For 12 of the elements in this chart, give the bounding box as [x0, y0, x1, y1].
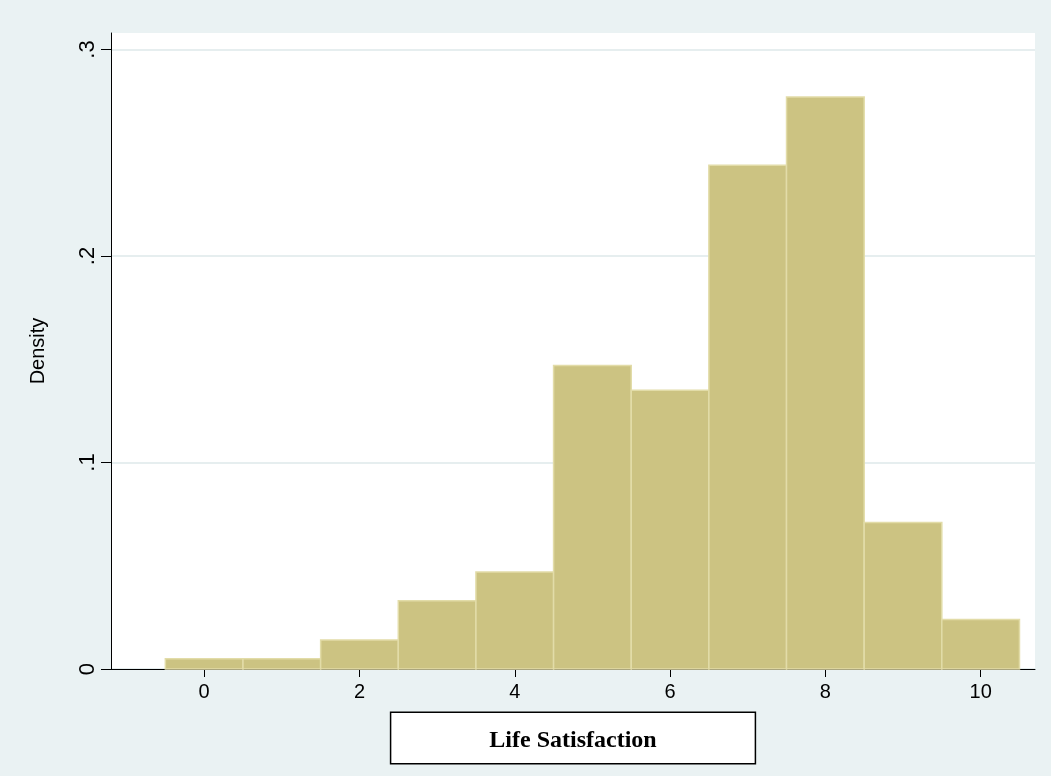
y-tick-label: .1 — [73, 453, 99, 472]
x-tick-label: 2 — [353, 680, 366, 702]
y-tick-label: 0 — [73, 662, 99, 676]
x-axis-title: Life Satisfaction — [489, 726, 657, 752]
x-tick-label: 10 — [969, 680, 992, 702]
y-axis-title: Density — [26, 317, 48, 385]
y-tick-label: .2 — [73, 246, 99, 266]
x-tick-label: 0 — [198, 680, 210, 702]
y-tick-label: .3 — [73, 40, 99, 59]
x-tick-label: 8 — [819, 680, 831, 702]
x-tick-label: 6 — [664, 680, 676, 702]
x-tick-label: 4 — [509, 680, 521, 702]
